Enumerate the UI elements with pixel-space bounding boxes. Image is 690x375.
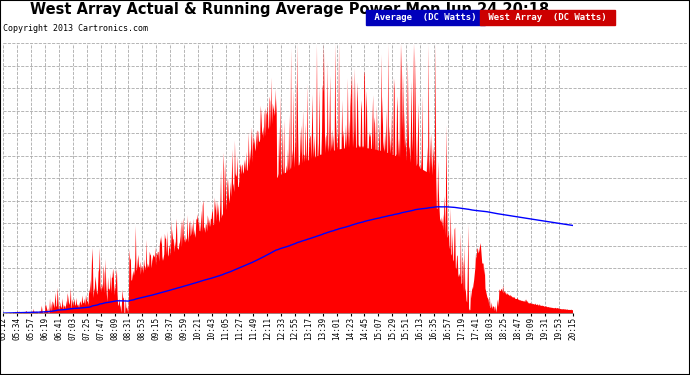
Text: Average  (DC Watts): Average (DC Watts) bbox=[369, 13, 482, 22]
Text: Copyright 2013 Cartronics.com: Copyright 2013 Cartronics.com bbox=[3, 24, 148, 33]
Text: West Array Actual & Running Average Power Mon Jun 24 20:18: West Array Actual & Running Average Powe… bbox=[30, 2, 549, 17]
Text: West Array  (DC Watts): West Array (DC Watts) bbox=[483, 13, 612, 22]
